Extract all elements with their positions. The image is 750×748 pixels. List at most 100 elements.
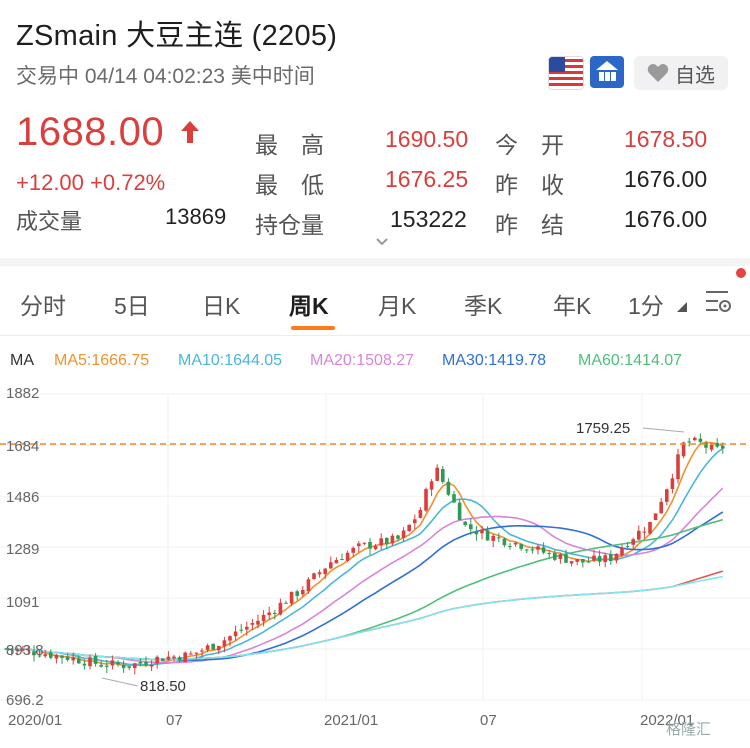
candle-body [441,469,445,482]
add-favorite-button[interactable]: 自选 [634,56,728,90]
x-tick-2022-01: 2022/01 [640,712,695,729]
candle-body [581,559,585,563]
chart-settings-icon[interactable] [704,288,734,321]
candle-body [26,649,31,651]
volume-label: 成交量 [16,209,83,234]
candle-body [670,478,675,489]
candle-body [323,568,327,575]
candle-body [284,602,288,604]
candle-body [138,661,143,664]
candle-body [564,554,568,563]
candle-body [93,656,98,664]
candle-body [631,539,635,545]
exchange-icon[interactable] [590,56,624,88]
candle-body [301,589,305,595]
candle-body [418,509,423,518]
candle-body [687,441,691,443]
candle-body [681,442,686,457]
tab-yearly-k[interactable]: 年K [553,293,592,319]
candle-body [99,664,103,667]
prev-close-label: 昨 收 [495,172,564,198]
candle-body [357,543,361,547]
candle-body [88,657,92,667]
candle-body [530,549,535,551]
tab-quarterly-k[interactable]: 季K [464,293,503,319]
ma5-legend: MA5:1666.75 [54,352,150,369]
candle-body [569,561,574,564]
candle-body [693,437,697,441]
us-flag-icon[interactable] [548,56,584,90]
tab-weekly-k[interactable]: 周K [289,293,329,319]
open-interest-value: 153222 [390,206,467,232]
candle-body [65,656,70,661]
candle-body [105,665,109,667]
candle-body [614,553,619,561]
candle-body [116,662,120,665]
prev-settle-value: 1676.00 [624,206,708,232]
candle-body [144,662,148,666]
candle-body [508,546,512,548]
candle-body [485,530,490,541]
candle-body [396,535,400,539]
tab-intraday[interactable]: 分时 [20,293,66,319]
candle-body [54,654,59,659]
ma-label: MA [10,352,34,369]
candle-body [9,648,14,650]
candle-body [345,552,350,561]
expand-chevron-icon[interactable] [375,234,389,252]
open-value: 1678.50 [624,126,708,152]
candle-body [82,663,87,666]
candle-body [665,489,669,502]
y-tick-1091: 1091 [6,594,40,611]
candle-body [715,443,719,447]
candle-body [502,538,507,546]
high-annotation: 1759.25 [576,420,630,437]
candle-body [721,445,725,449]
up-arrow-icon [180,120,200,149]
candle-body [228,636,232,641]
dropdown-triangle-icon[interactable] [677,299,687,317]
candle-body [586,561,591,563]
y-tick-696: 696.2 [6,692,44,709]
candle-body [261,614,266,622]
candle-body [256,620,260,625]
candle-body [497,537,501,539]
x-tick-2020-07: 07 [166,712,183,729]
candle-body [625,546,630,548]
high-annotation-leader [642,427,685,433]
candle-body [71,657,75,661]
tab-5day[interactable]: 5日 [114,293,150,319]
candle-body [407,524,411,531]
candle-body [553,553,557,560]
low-value: 1676.25 [385,166,469,192]
candle-body [597,556,602,562]
y-tick-1882: 1882 [6,385,40,402]
tab-monthly-k[interactable]: 月K [378,293,417,319]
open-label: 今 开 [495,132,564,158]
ma-line [5,511,724,662]
candle-body [373,546,378,550]
candle-body [306,579,311,592]
ma-line [5,487,724,664]
candle-body [200,650,204,652]
candle-body [245,626,249,630]
candlestick-chart[interactable]: 1759.25 818.50 [0,380,750,710]
candle-body [676,454,680,480]
tab-daily-k[interactable]: 日K [202,293,241,319]
ma20-legend: MA20:1508.27 [310,352,415,369]
candle-body [513,542,518,545]
candle-body [457,502,462,521]
high-value: 1690.50 [385,126,469,152]
low-annotation: 818.50 [140,678,186,695]
candle-body [446,481,451,495]
tab-1min[interactable]: 1分 [628,293,664,319]
candle-body [385,537,389,544]
candle-body [648,521,652,534]
open-interest-label: 持仓量 [255,212,324,238]
candle-body [575,559,579,562]
candle-body [278,602,283,615]
candle-body [222,640,227,647]
candle-body [401,530,406,538]
candle-body [379,538,383,546]
candle-body [121,664,126,669]
